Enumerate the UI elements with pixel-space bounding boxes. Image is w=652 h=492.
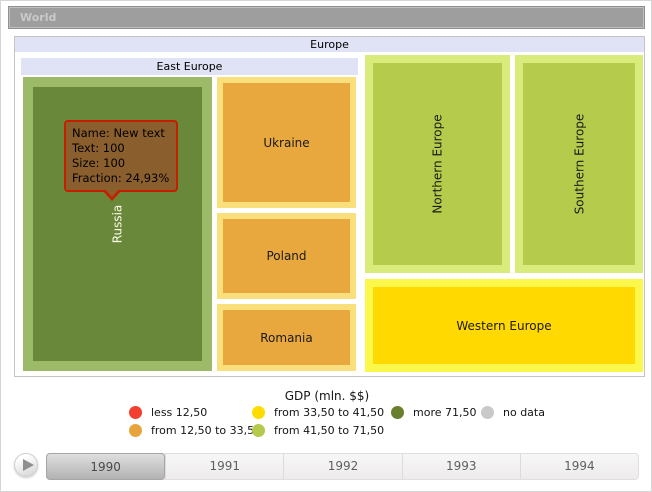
- legend-item-from-41-50-to-71-50: from 41,50 to 71,50: [252, 423, 384, 438]
- treemap-cell-western-europe-label: Western Europe: [456, 318, 552, 333]
- europe-group-header[interactable]: Europe: [15, 37, 644, 52]
- legend-label: from 33,50 to 41,50: [274, 406, 385, 419]
- legend-item-from-33-50-to-41-50: from 33,50 to 41,50: [252, 405, 384, 420]
- treemap-cell-northern-europe-fill: Northern Europe: [373, 63, 502, 265]
- world-breadcrumb-label: World: [20, 11, 57, 24]
- year-button-1991[interactable]: 1991: [165, 454, 284, 479]
- treemap-cell-poland[interactable]: Poland: [217, 213, 356, 299]
- legend-label: from 41,50 to 71,50: [274, 424, 385, 437]
- legend-title: GDP (mln. $$): [284, 389, 370, 403]
- world-breadcrumb-button[interactable]: World: [8, 6, 645, 29]
- treemap-cell-poland-fill: Poland: [223, 219, 350, 293]
- play-icon: [22, 459, 34, 471]
- treemap-cell-southern-europe[interactable]: Southern Europe: [515, 55, 643, 273]
- legend-item-no-data: no data: [481, 405, 545, 420]
- treemap-cell-ukraine-fill: Ukraine: [223, 83, 350, 202]
- tooltip: Name: New text Text: 100 Size: 100 Fract…: [64, 120, 178, 201]
- treemap-cell-southern-europe-fill: Southern Europe: [523, 63, 635, 265]
- treemap-cell-ukraine-label: Ukraine: [263, 135, 310, 150]
- tooltip-size-line: Size: 100: [72, 156, 126, 170]
- legend-label: no data: [503, 406, 545, 419]
- year-button-1993[interactable]: 1993: [401, 454, 520, 479]
- treemap-cell-poland-label: Poland: [266, 249, 307, 263]
- legend-item-from-12-50-to-33-50: from 12,50 to 33,50: [129, 423, 261, 438]
- legend-swatch-gray: [481, 406, 494, 419]
- tooltip-name-line: Name: New text: [72, 126, 165, 140]
- treemap-cell-northern-europe[interactable]: Northern Europe: [365, 55, 510, 273]
- treemap-cell-romania-fill: Romania: [223, 310, 350, 365]
- treemap-cell-russia-label: Russia: [110, 204, 125, 244]
- treemap-cell-romania-label: Romania: [260, 330, 313, 345]
- treemap-cell-ukraine[interactable]: Ukraine: [217, 77, 356, 208]
- tooltip-text-line: Text: 100: [72, 141, 125, 155]
- treemap-cell-western-europe-fill: Western Europe: [373, 287, 635, 364]
- treemap-cell-western-europe[interactable]: Western Europe: [365, 279, 643, 372]
- legend-swatch-yellow: [252, 406, 265, 419]
- legend-item-less-12-50: less 12,50: [129, 405, 207, 420]
- legend-swatch-yellow-green: [252, 424, 265, 437]
- legend-swatch-orange: [129, 424, 142, 437]
- legend-label: from 12,50 to 33,50: [151, 424, 262, 437]
- treemap-cell-romania[interactable]: Romania: [217, 304, 356, 371]
- legend-swatch-dark-green: [391, 406, 404, 419]
- tooltip-fraction-line: Fraction: 24,93%: [72, 171, 170, 185]
- legend-item-more-71-50: more 71,50: [391, 405, 476, 420]
- year-button-1990[interactable]: 1990: [46, 453, 166, 480]
- legend-swatch-red: [129, 406, 142, 419]
- treemap-cell-northern-europe-label: Northern Europe: [430, 114, 445, 214]
- legend-label: more 71,50: [413, 406, 477, 419]
- east-europe-group-header[interactable]: East Europe: [21, 58, 358, 75]
- year-button-1992[interactable]: 1992: [283, 454, 402, 479]
- timeline-year-buttons: 1990 1991 1992 1993 1994: [46, 453, 639, 480]
- legend-label: less 12,50: [151, 406, 208, 419]
- timeline-play-button[interactable]: [14, 453, 38, 477]
- treemap-cell-southern-europe-label: Southern Europe: [571, 113, 586, 215]
- year-button-1994[interactable]: 1994: [519, 454, 639, 479]
